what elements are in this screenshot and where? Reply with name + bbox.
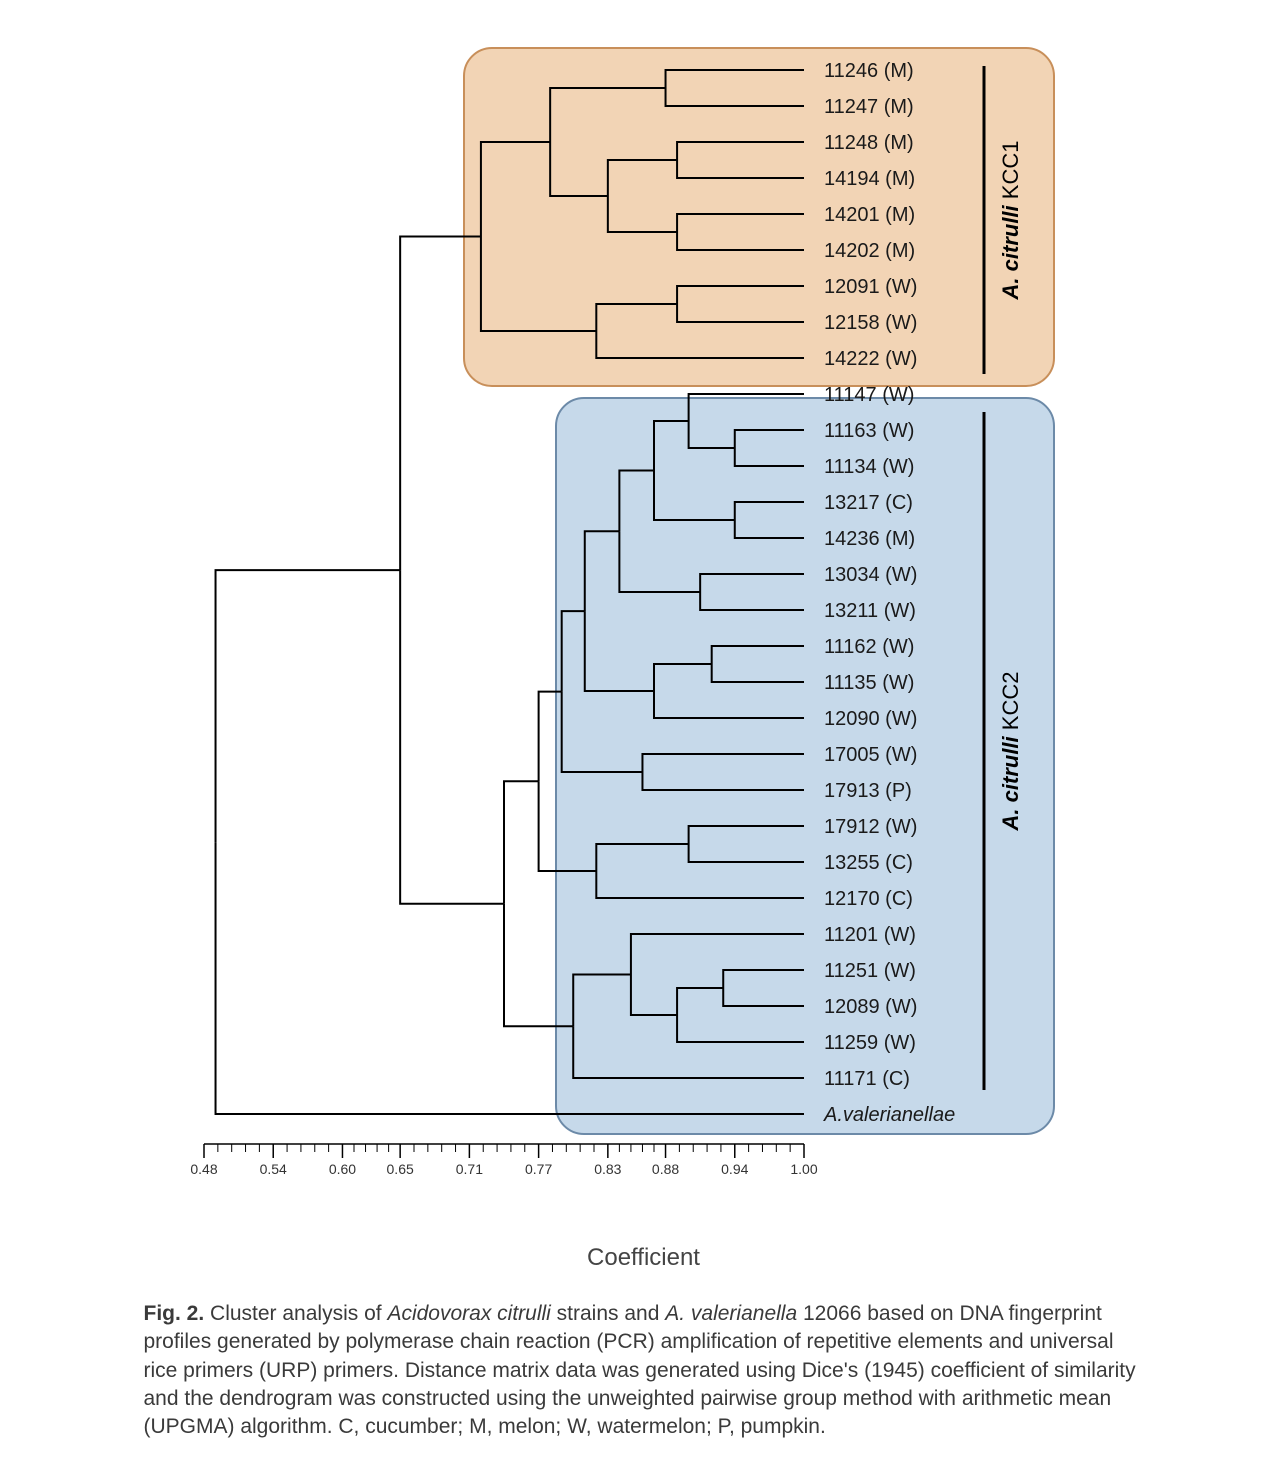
tick-label: 0.94 xyxy=(721,1161,748,1177)
group-label-kcc1: A. citrulli KCC1 xyxy=(998,141,1023,301)
tick-label: 0.60 xyxy=(328,1161,355,1177)
dendrogram-svg: 11246 (M) 11247 (M) 11248 (M) 14194 (M) 1420… xyxy=(144,30,1144,1240)
branch xyxy=(400,570,504,904)
tick-label: 0.54 xyxy=(259,1161,286,1177)
taxon-label: 11163 (W) xyxy=(824,420,914,442)
taxon-label: 11134 (W) xyxy=(824,456,914,478)
cluster-box-kcc2 xyxy=(556,398,1054,1134)
taxon-label: 17913 (P) xyxy=(824,780,912,802)
taxon-label: 12091 (W) xyxy=(824,276,917,298)
taxon-label: 12089 (W) xyxy=(824,996,917,1018)
taxon-label: 11259 (W) xyxy=(824,1032,916,1054)
taxon-label: 17005 (W) xyxy=(824,744,917,766)
caption-italic: Acidovorax citrulli xyxy=(387,1302,550,1325)
taxon-label: 11246 (M) xyxy=(824,60,914,82)
taxon-label: 14222 (W) xyxy=(824,348,917,370)
branch xyxy=(504,781,539,903)
taxon-label: 13217 (C) xyxy=(824,492,913,514)
axis-label: Coefficient xyxy=(144,1244,1144,1272)
cluster-box-kcc1 xyxy=(464,48,1054,386)
taxon-label: 12090 (W) xyxy=(824,708,917,730)
taxon-label: 13255 (C) xyxy=(824,852,913,874)
taxon-label: 17912 (W) xyxy=(824,816,917,838)
taxon-label: 11201 (W) xyxy=(824,924,916,946)
caption-fig-label: Fig. 2. xyxy=(144,1302,205,1325)
tick-label: 0.65 xyxy=(386,1161,413,1177)
taxon-label: 14201 (M) xyxy=(824,204,915,226)
caption-italic: A. valerianella xyxy=(665,1302,797,1325)
tick-label: 1.00 xyxy=(790,1161,817,1177)
taxon-label: 12170 (C) xyxy=(824,888,913,910)
taxon-label: A.valerianellae xyxy=(823,1104,955,1126)
tick-label: 0.88 xyxy=(651,1161,678,1177)
taxon-label: 11251 (W) xyxy=(824,960,916,982)
tick-label: 0.83 xyxy=(594,1161,621,1177)
taxon-label: 14202 (M) xyxy=(824,240,915,262)
taxon-label: 14236 (M) xyxy=(824,528,915,550)
tick-label: 0.77 xyxy=(524,1161,551,1177)
taxon-label: 11247 (M) xyxy=(824,96,914,118)
taxon-label: 12158 (W) xyxy=(824,312,917,334)
taxon-label: 11171 (C) xyxy=(824,1068,910,1090)
figure-caption: Fig. 2. Cluster analysis of Acidovorax c… xyxy=(144,1300,1144,1442)
taxon-label: 11162 (W) xyxy=(824,636,914,658)
taxon-label: 11147 (W) xyxy=(824,384,914,406)
taxon-label: 13034 (W) xyxy=(824,564,917,586)
taxon-label: 14194 (M) xyxy=(824,168,915,190)
taxon-label: 13211 (W) xyxy=(824,600,916,622)
group-label-kcc2: A. citrulli KCC2 xyxy=(998,672,1023,832)
x-axis: 0.48 0.54 0.60 0.65 0.71 0.77 0.83 0.88 0.94 1.00 xyxy=(190,1144,817,1177)
tick-label: 0.48 xyxy=(190,1161,217,1177)
taxon-label: 11248 (M) xyxy=(824,132,914,154)
taxon-label: 11135 (W) xyxy=(824,672,914,694)
branch xyxy=(215,570,400,842)
tick-label: 0.71 xyxy=(455,1161,482,1177)
figure: 11246 (M) 11247 (M) 11248 (M) 14194 (M) 1420… xyxy=(144,30,1144,1442)
